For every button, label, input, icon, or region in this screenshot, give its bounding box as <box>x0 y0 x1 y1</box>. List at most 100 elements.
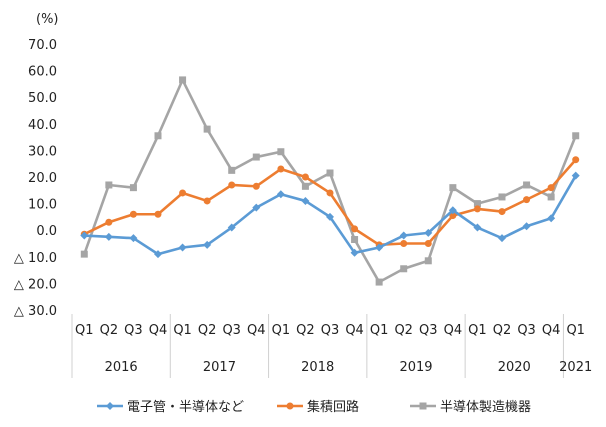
y-tick-label: △ 20.0 <box>14 277 57 292</box>
y-tick-label: 70.0 <box>28 38 57 53</box>
year-label: 2019 <box>399 360 432 375</box>
data-point <box>424 240 432 247</box>
y-tick-label: 30.0 <box>28 144 57 159</box>
data-point <box>80 231 89 240</box>
quarter-label: Q1 <box>468 323 487 338</box>
data-point <box>301 196 310 205</box>
data-point <box>228 166 236 174</box>
data-point <box>399 231 408 240</box>
x-axis-labels: Q1 Q2 Q3 Q4 Q1 Q2 Q3 Q4 Q1 Q2 Q3 Q4 Q1 Q2 Q3 Q4 Q1 Q2 Q3 Q4… <box>75 323 592 375</box>
y-tick-label: 0.0 <box>36 224 57 239</box>
data-point <box>375 278 383 286</box>
quarter-label: Q2 <box>493 323 512 338</box>
data-point <box>498 208 506 216</box>
data-point <box>179 76 187 84</box>
data-point <box>350 248 359 257</box>
data-point <box>547 214 556 223</box>
data-point <box>277 148 285 156</box>
data-point <box>498 234 506 243</box>
data-point <box>203 125 211 133</box>
data-point <box>80 250 88 258</box>
data-point <box>419 402 427 410</box>
y-axis-labels: 70.0 60.0 50.0 40.0 30.0 20.0 10.0 0.0 △ 10.0 △ 2… <box>14 38 57 319</box>
quarter-label: Q4 <box>247 323 266 338</box>
data-point <box>351 236 359 244</box>
y-tick-label: 20.0 <box>28 171 57 186</box>
series-2 <box>80 156 580 249</box>
quarter-label: Q2 <box>394 323 413 338</box>
data-point <box>498 193 506 201</box>
series-1 <box>80 171 580 259</box>
quarter-label: Q1 <box>370 323 389 338</box>
data-point <box>473 200 481 208</box>
data-point <box>522 222 531 231</box>
y-tick-label: △ 30.0 <box>14 304 57 319</box>
quarter-label: Q2 <box>198 323 217 338</box>
data-point <box>449 184 457 192</box>
data-point <box>227 223 236 232</box>
data-point <box>301 173 309 181</box>
legend-label: 電子管・半導体など <box>127 400 244 415</box>
data-point <box>252 153 260 161</box>
data-point <box>178 243 187 252</box>
data-point <box>449 212 457 220</box>
series-3 <box>80 76 580 286</box>
data-point <box>301 182 309 190</box>
data-point <box>572 132 580 140</box>
data-point <box>424 257 432 265</box>
y-tick-label: △ 10.0 <box>14 251 57 266</box>
data-point <box>351 225 359 233</box>
quarter-label: Q1 <box>272 323 291 338</box>
data-point <box>154 250 162 259</box>
data-point <box>523 181 531 189</box>
legend-label: 集積回路 <box>307 399 359 415</box>
quarter-label: Q3 <box>321 323 340 338</box>
y-tick-label: 40.0 <box>28 118 57 133</box>
data-point <box>252 182 260 190</box>
data-point <box>277 165 285 173</box>
data-point <box>154 210 162 218</box>
quarter-label: Q3 <box>419 323 438 338</box>
data-point <box>154 132 162 140</box>
data-point <box>547 184 555 192</box>
data-point <box>203 240 212 249</box>
data-point <box>326 189 334 197</box>
quarter-label: Q2 <box>100 323 119 338</box>
data-point <box>129 210 137 218</box>
data-point <box>106 402 114 410</box>
quarter-label: Q3 <box>222 323 241 338</box>
y-tick-label: 10.0 <box>28 198 57 213</box>
year-label: 2020 <box>498 360 531 375</box>
quarter-label: Q1 <box>173 323 192 338</box>
y-tick-label: 60.0 <box>28 65 57 80</box>
legend-item: 集積回路 <box>277 399 359 415</box>
y-unit-label: (%) <box>36 12 59 27</box>
data-point <box>129 234 138 243</box>
quarter-label: Q4 <box>542 323 561 338</box>
year-label: 2016 <box>105 360 138 375</box>
quarter-label: Q4 <box>149 323 168 338</box>
quarter-label: Q3 <box>124 323 143 338</box>
year-label: 2021 <box>559 360 592 375</box>
data-point <box>179 189 187 197</box>
data-point <box>286 402 294 410</box>
data-point <box>129 184 137 192</box>
y-tick-label: 50.0 <box>28 91 57 106</box>
year-label: 2017 <box>203 360 236 375</box>
quarter-label: Q4 <box>345 323 364 338</box>
data-point <box>547 193 555 201</box>
data-point <box>523 196 531 204</box>
data-point <box>105 218 113 226</box>
data-point <box>400 240 408 247</box>
data-point <box>473 205 481 213</box>
data-point <box>252 203 261 212</box>
data-point <box>326 212 334 221</box>
data-point <box>571 171 580 180</box>
legend: 電子管・半導体など 集積回路 半導体製造機器 <box>97 399 531 415</box>
quarter-label: Q4 <box>444 323 463 338</box>
data-point <box>203 197 211 205</box>
legend-item: 電子管・半導体など <box>97 400 244 415</box>
quarter-label: Q3 <box>517 323 536 338</box>
data-point <box>375 243 384 252</box>
